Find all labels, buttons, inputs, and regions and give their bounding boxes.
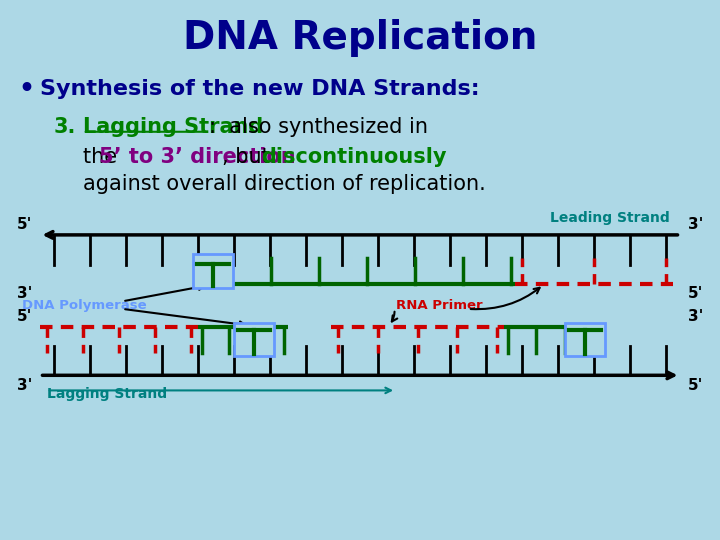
Text: , but: , but	[222, 146, 276, 167]
Text: DNA Polymerase: DNA Polymerase	[22, 299, 146, 312]
Bar	[193, 254, 233, 288]
Bar	[234, 323, 274, 356]
Text: 3': 3'	[17, 286, 32, 301]
Text: 5’ to 3’ direction: 5’ to 3’ direction	[99, 146, 296, 167]
Text: 3': 3'	[688, 217, 703, 232]
Text: the: the	[83, 146, 124, 167]
Text: RNA Primer: RNA Primer	[396, 299, 482, 312]
Text: 3': 3'	[17, 378, 32, 393]
Text: 3.: 3.	[54, 117, 76, 137]
Text: Lagging Strand: Lagging Strand	[47, 387, 167, 401]
Text: 5': 5'	[688, 286, 703, 301]
Bar	[565, 323, 605, 356]
Text: 5': 5'	[17, 217, 32, 232]
Text: 5': 5'	[17, 309, 32, 324]
Text: •: •	[18, 77, 34, 101]
Text: discontinuously: discontinuously	[261, 146, 446, 167]
Text: against overall direction of replication.: against overall direction of replication…	[83, 173, 485, 194]
Text: :  also synthesized in: : also synthesized in	[209, 117, 428, 137]
Text: DNA Replication: DNA Replication	[183, 19, 537, 57]
Text: Leading Strand: Leading Strand	[550, 211, 670, 225]
Text: 5': 5'	[688, 378, 703, 393]
Text: Synthesis of the new DNA Strands:: Synthesis of the new DNA Strands:	[40, 79, 480, 99]
Text: 3': 3'	[688, 309, 703, 324]
Text: Lagging Strand: Lagging Strand	[83, 117, 263, 137]
